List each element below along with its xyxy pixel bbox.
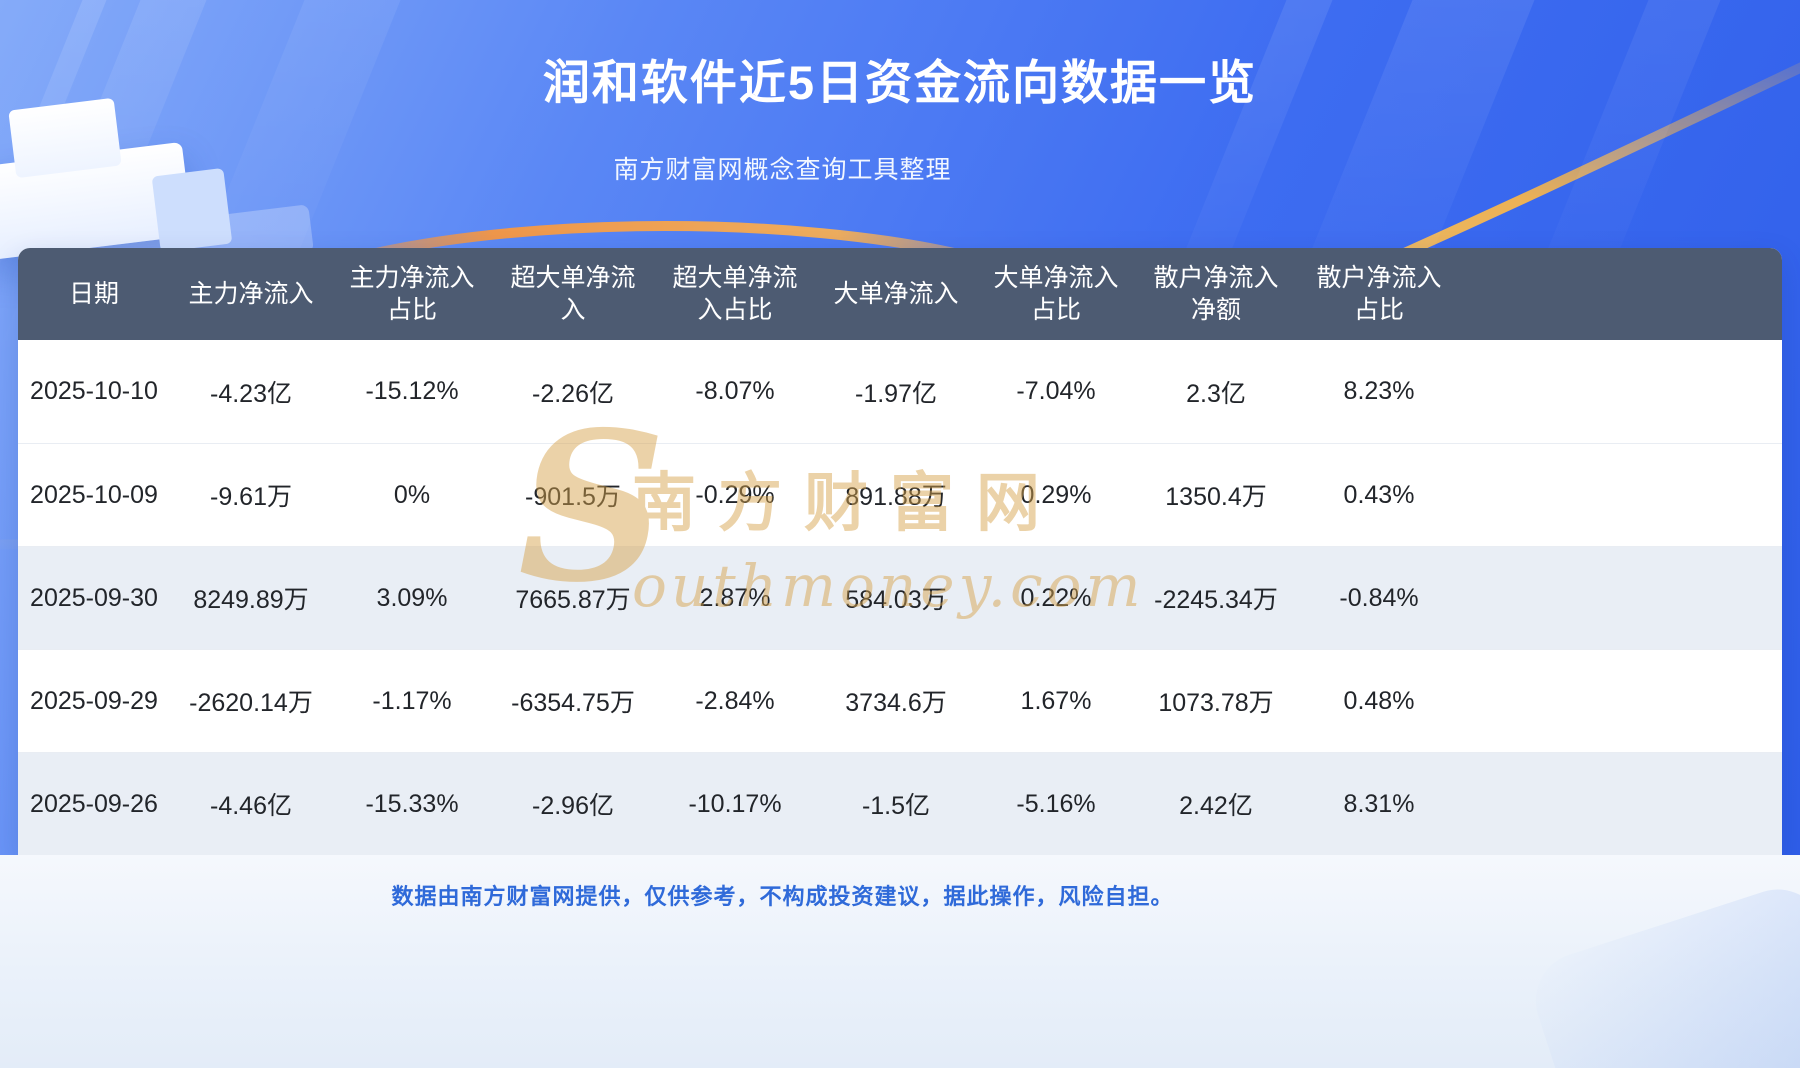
table-header-row: 日期 主力净流入 主力净流入 占比 超大单净流 入超大单净流 入占比 大单净流入 大单净流… — [18, 248, 1782, 340]
table-row: 2025-10-09 -9.61万 0% -901.5万 -0.29% 891.88万 0.… — [18, 443, 1782, 546]
value-cell: -2.26亿 — [532, 379, 614, 408]
value-cell: -2.84% — [695, 686, 775, 715]
date-cell: 2025-09-26 — [30, 789, 158, 818]
value-cell: -2245.34万 — [1154, 586, 1278, 614]
value-cell: -15.12% — [365, 377, 459, 405]
value-cell: -15.33% — [365, 789, 459, 818]
column-header: 散户净流入 占比 — [1316, 264, 1442, 324]
value-cell: -8.07% — [695, 377, 775, 405]
value-cell: -1.17% — [372, 686, 452, 715]
column-header: 主力净流入 占比 — [349, 264, 475, 324]
value-cell: -9.61万 — [210, 483, 292, 511]
value-cell: -2.96亿 — [532, 792, 614, 820]
value-cell: 2.42亿 — [1179, 792, 1253, 820]
date-cell: 2025-10-10 — [30, 377, 158, 405]
value-cell: -7.04% — [1016, 377, 1096, 405]
value-cell: 584.03万 — [845, 586, 947, 614]
date-cell: 2025-09-30 — [30, 583, 158, 612]
value-cell: -1.5亿 — [861, 792, 931, 820]
value-cell: -5.16% — [1016, 789, 1096, 818]
value-cell: 3.09% — [376, 583, 448, 612]
column-header: 主力净流入 — [188, 280, 314, 308]
fund-flow-table: 日期 主力净流入 主力净流入 占比 超大单净流 入超大单净流 入占比 大单净流入 大单净流… — [18, 248, 1782, 855]
value-cell: 0.29% — [1020, 480, 1092, 509]
value-cell: 0.48% — [1343, 686, 1415, 715]
column-header: 大单净流入 — [833, 280, 959, 308]
date-cell: 2025-10-09 — [30, 480, 158, 509]
value-cell: 0.43% — [1343, 480, 1415, 509]
table-row: 2025-09-30 8249.89万 3.09% 7665.87万 2.87% 584.… — [18, 546, 1782, 649]
value-cell: 1350.4万 — [1165, 483, 1267, 511]
table-row: 2025-09-29 -2620.14万 -1.17% -6354.75万 -2.84%… — [18, 649, 1782, 752]
value-cell: -1.97亿 — [855, 379, 937, 408]
value-cell: 8.31% — [1343, 789, 1415, 818]
value-cell: 0% — [393, 480, 431, 509]
value-cell: -901.5万 — [525, 483, 621, 511]
column-header: 日期 — [68, 280, 119, 308]
value-cell: 8249.89万 — [193, 586, 309, 614]
disclaimer: 数据由南方财富网提供，仅供参考，不构成投资建议，据此操作，风险自担。 — [391, 884, 1174, 909]
column-header: 超大单净流 入 — [510, 264, 636, 324]
page-title: 润和软件近5日资金流向数据一览 — [542, 56, 1258, 109]
value-cell: 891.88万 — [845, 483, 947, 511]
page-subtitle: 南方财富网概念查询工具整理 — [613, 156, 952, 184]
date-cell: 2025-09-29 — [30, 686, 158, 715]
value-cell: 7665.87万 — [515, 586, 631, 614]
column-header: 超大单净流 入占比 — [672, 264, 798, 324]
value-cell: -4.46亿 — [210, 792, 292, 820]
value-cell: -4.23亿 — [210, 379, 292, 408]
column-header: 大单净流入 占比 — [993, 264, 1119, 324]
value-cell: 3734.6万 — [845, 689, 947, 717]
value-cell: 1.67% — [1020, 686, 1092, 715]
table-row: 2025-09-26 -4.46亿 -15.33% -2.96亿 -10.17% -1.5… — [18, 752, 1782, 855]
table-row: 2025-10-10 -4.23亿 -15.12% -2.26亿 -8.07% -1.97… — [18, 340, 1782, 443]
value-cell: 0.22% — [1020, 583, 1092, 612]
column-header: 散户净流入 净额 — [1153, 264, 1279, 324]
table-body: 2025-10-10 -4.23亿 -15.12% -2.26亿 -8.07% -1.97… — [18, 340, 1782, 855]
footer-strip: 数据由南方财富网提供，仅供参考，不构成投资建议，据此操作，风险自担。 — [0, 855, 1800, 1068]
value-cell: -10.17% — [688, 789, 782, 818]
value-cell: 2.87% — [699, 583, 771, 612]
value-cell: -2620.14万 — [189, 689, 313, 717]
value-cell: -6354.75万 — [511, 689, 635, 717]
value-cell: 8.23% — [1343, 377, 1415, 405]
value-cell: -0.29% — [695, 480, 775, 509]
value-cell: 1073.78万 — [1158, 689, 1274, 717]
value-cell: 2.3亿 — [1186, 379, 1246, 408]
value-cell: -0.84% — [1339, 583, 1419, 612]
